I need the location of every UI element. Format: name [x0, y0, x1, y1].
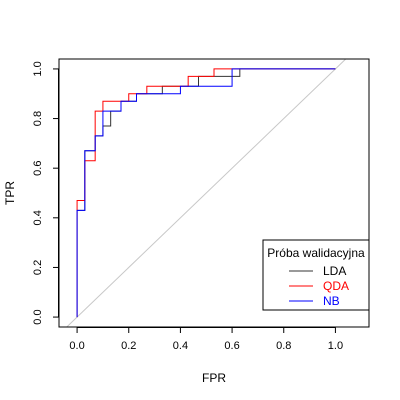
series-line-nb: [76, 68, 336, 318]
legend-title: Próba walidacyjna: [267, 246, 365, 260]
legend-label-qda: QDA: [323, 279, 349, 293]
y-tick-label: 0.6: [32, 161, 44, 176]
x-tick-label: 0.6: [224, 340, 239, 352]
y-axis-title: TPR: [3, 181, 17, 205]
legend-box: [262, 239, 370, 311]
legend-label-nb: NB: [323, 294, 340, 308]
x-tick-label: 0.8: [276, 340, 291, 352]
x-tick-label: 1.0: [328, 340, 343, 352]
x-tick-label: 0.0: [69, 340, 84, 352]
y-tick-label: 0.8: [32, 111, 44, 126]
x-tick-label: 0.2: [121, 340, 136, 352]
chance-diagonal-line: [66, 58, 347, 328]
x-tick-label: 0.4: [173, 340, 188, 352]
y-tick-label: 1.0: [32, 61, 44, 76]
y-tick-label: 0.4: [32, 210, 44, 225]
y-tick-label: 0.0: [32, 309, 44, 324]
plot-layer: [66, 58, 347, 328]
x-axis: 0.0 0.2 0.4 0.6 0.8 1.0: [69, 327, 343, 352]
x-axis-title: FPR: [202, 371, 226, 385]
y-tick-label: 0.2: [32, 260, 44, 275]
y-axis: 0.0 0.2 0.4 0.6 0.8 1.0: [32, 61, 59, 325]
legend-label-lda: LDA: [323, 264, 346, 278]
